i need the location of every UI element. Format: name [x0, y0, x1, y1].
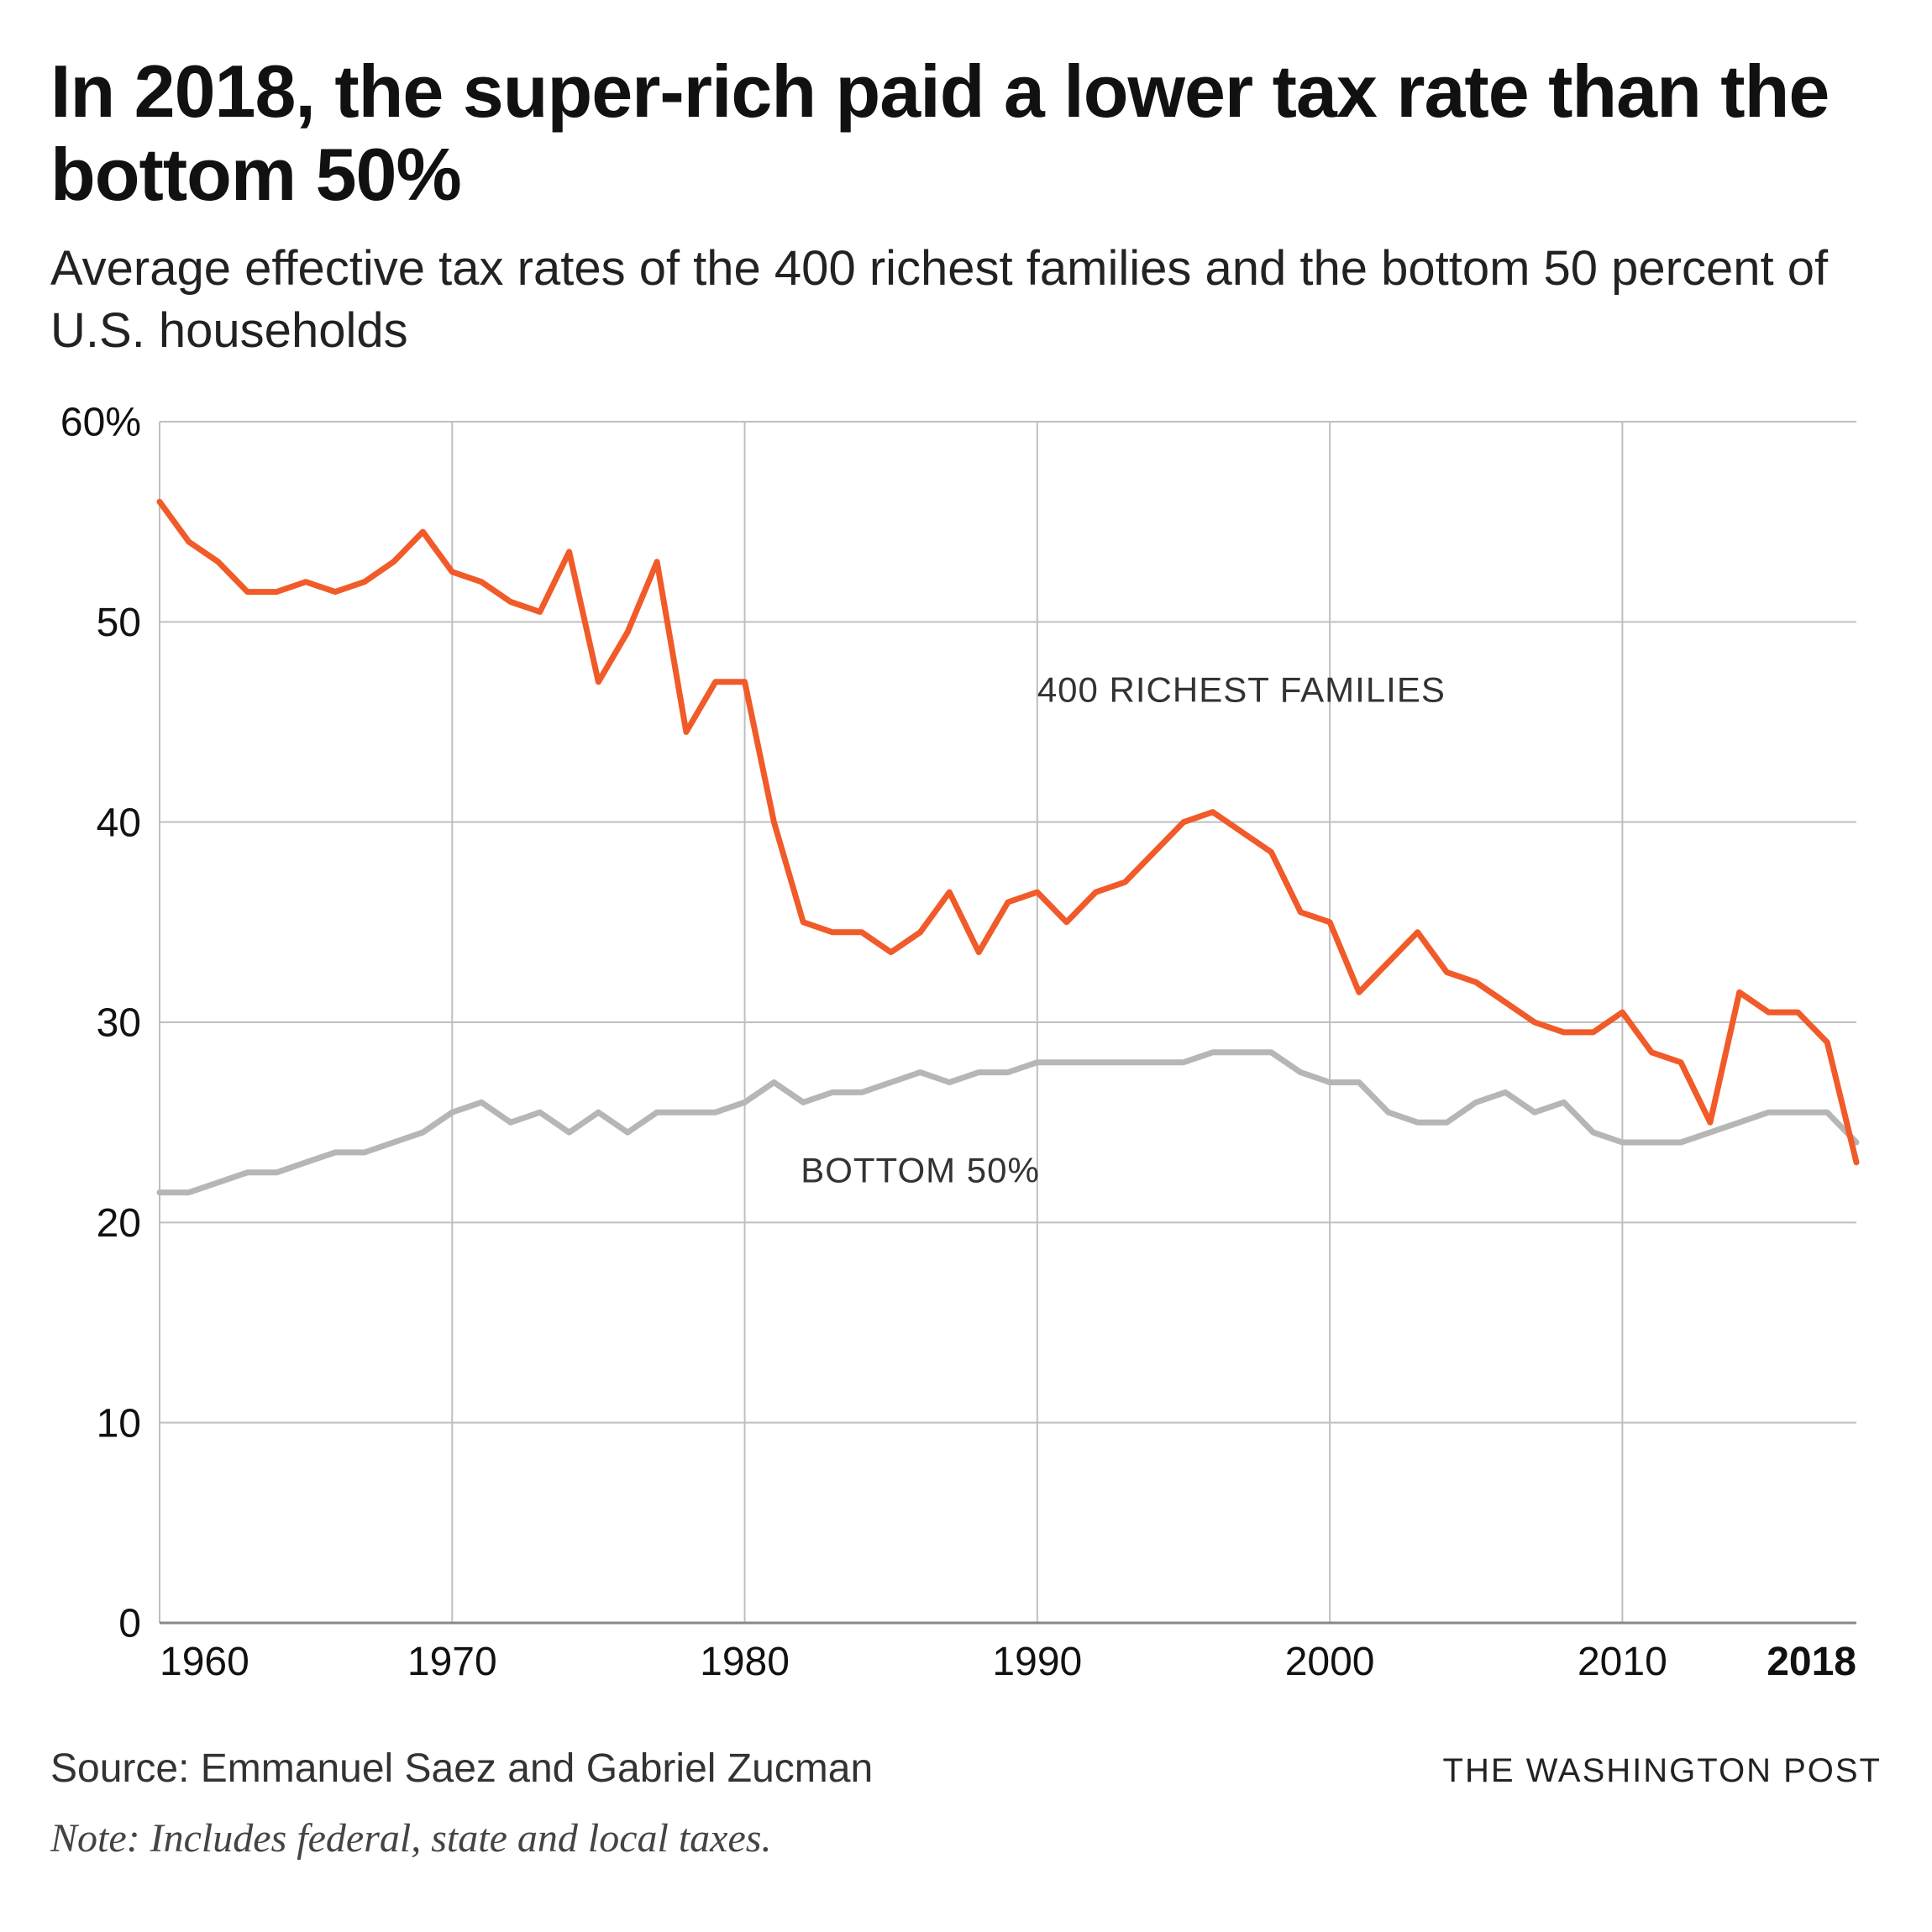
- line-chart: 0 10 20 30 40 50 60% 1960 1970 1980 1990 2000 2010 20…: [50, 396, 1882, 1707]
- svg-text:2018: 2018: [1767, 1640, 1856, 1684]
- svg-text:1970: 1970: [407, 1640, 497, 1684]
- label-top400: 400 RICHEST FAMILIES: [1037, 669, 1446, 709]
- svg-text:60%: 60%: [60, 400, 141, 444]
- svg-text:10: 10: [97, 1401, 141, 1446]
- svg-text:50: 50: [97, 601, 141, 645]
- label-bottom50: BOTTOM 50%: [801, 1150, 1040, 1189]
- svg-text:0: 0: [118, 1601, 141, 1646]
- line-top400: [160, 501, 1856, 1163]
- chart-title: In 2018, the super-rich paid a lower tax…: [50, 50, 1882, 216]
- svg-text:2000: 2000: [1285, 1640, 1375, 1684]
- svg-text:2010: 2010: [1578, 1640, 1667, 1684]
- svg-text:1980: 1980: [700, 1640, 790, 1684]
- chart-svg: 0 10 20 30 40 50 60% 1960 1970 1980 1990 2000 2010 20…: [50, 396, 1882, 1707]
- svg-text:1990: 1990: [992, 1640, 1082, 1684]
- publisher-credit: THE WASHINGTON POST: [1443, 1752, 1882, 1790]
- svg-text:20: 20: [97, 1201, 141, 1246]
- source-text: Source: Emmanuel Saez and Gabriel Zucman: [50, 1746, 873, 1792]
- chart-note: Note: Includes federal, state and local …: [50, 1815, 1882, 1861]
- svg-text:30: 30: [97, 1000, 141, 1045]
- svg-text:40: 40: [97, 801, 141, 845]
- chart-footer: Source: Emmanuel Saez and Gabriel Zucman…: [50, 1746, 1882, 1861]
- chart-subtitle: Average effective tax rates of the 400 r…: [50, 238, 1882, 362]
- svg-text:1960: 1960: [160, 1640, 249, 1684]
